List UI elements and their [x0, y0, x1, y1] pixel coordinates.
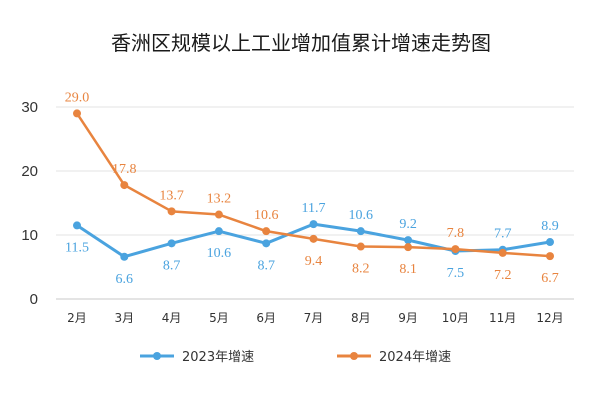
data-label: 8.9 [541, 219, 559, 234]
data-point [546, 252, 554, 261]
data-label: 10.6 [207, 246, 232, 261]
x-tick-label: 4月 [162, 311, 182, 325]
data-point [356, 227, 365, 236]
data-label: 7.7 [494, 227, 512, 242]
data-label: 6.7 [541, 271, 559, 286]
x-tick-label: 2月 [67, 311, 87, 325]
data-label: 8.7 [257, 258, 275, 273]
legend-label: 2024年增速 [379, 350, 451, 365]
data-label: 6.6 [116, 272, 134, 287]
data-label: 8.1 [399, 262, 417, 277]
data-point [214, 210, 223, 219]
data-point [73, 221, 81, 230]
x-tick-label: 8月 [351, 311, 371, 325]
data-label: 13.7 [159, 188, 184, 203]
data-point [262, 227, 271, 236]
data-point [167, 239, 176, 248]
data-label: 10.6 [349, 208, 374, 223]
x-tick-label: 9月 [398, 311, 418, 325]
x-tick-label: 10月 [442, 311, 469, 325]
legend-label: 2023年增速 [182, 350, 254, 365]
data-label: 29.0 [65, 90, 90, 105]
y-tick-label: 30 [21, 99, 38, 116]
data-point [262, 239, 271, 248]
data-label: 13.2 [207, 192, 232, 207]
data-point [120, 252, 129, 261]
data-point [356, 242, 365, 251]
legend-marker [350, 352, 358, 360]
data-point [73, 109, 81, 118]
data-point [404, 236, 413, 245]
data-point [167, 207, 176, 216]
data-point [498, 248, 507, 257]
data-label: 9.2 [399, 217, 417, 232]
data-label: 8.2 [352, 262, 370, 277]
data-point [451, 245, 460, 254]
data-point [546, 238, 554, 247]
y-tick-label: 10 [21, 227, 38, 244]
data-point [309, 220, 318, 229]
chart-title: 香洲区规模以上工业增加值累计增速走势图 [111, 31, 491, 55]
data-label: 17.8 [112, 162, 137, 177]
y-tick-label: 0 [30, 291, 38, 308]
data-label: 10.6 [254, 208, 279, 223]
x-tick-label: 11月 [489, 311, 516, 325]
x-tick-label: 7月 [304, 311, 324, 325]
data-label: 9.4 [305, 254, 323, 269]
data-point [404, 243, 413, 252]
legend-marker [153, 352, 161, 360]
x-tick-label: 12月 [536, 311, 563, 325]
data-label: 7.5 [447, 266, 465, 281]
data-label: 7.2 [494, 268, 512, 283]
x-tick-label: 3月 [114, 311, 134, 325]
x-tick-label: 6月 [256, 311, 276, 325]
data-label: 11.7 [302, 201, 326, 216]
data-label: 7.8 [447, 226, 465, 241]
x-tick-label: 5月 [209, 311, 229, 325]
data-point [120, 181, 129, 190]
data-point [309, 234, 318, 243]
data-point [214, 227, 223, 236]
y-tick-label: 20 [21, 163, 38, 180]
data-label: 11.5 [65, 240, 89, 255]
data-label: 8.7 [163, 258, 181, 273]
